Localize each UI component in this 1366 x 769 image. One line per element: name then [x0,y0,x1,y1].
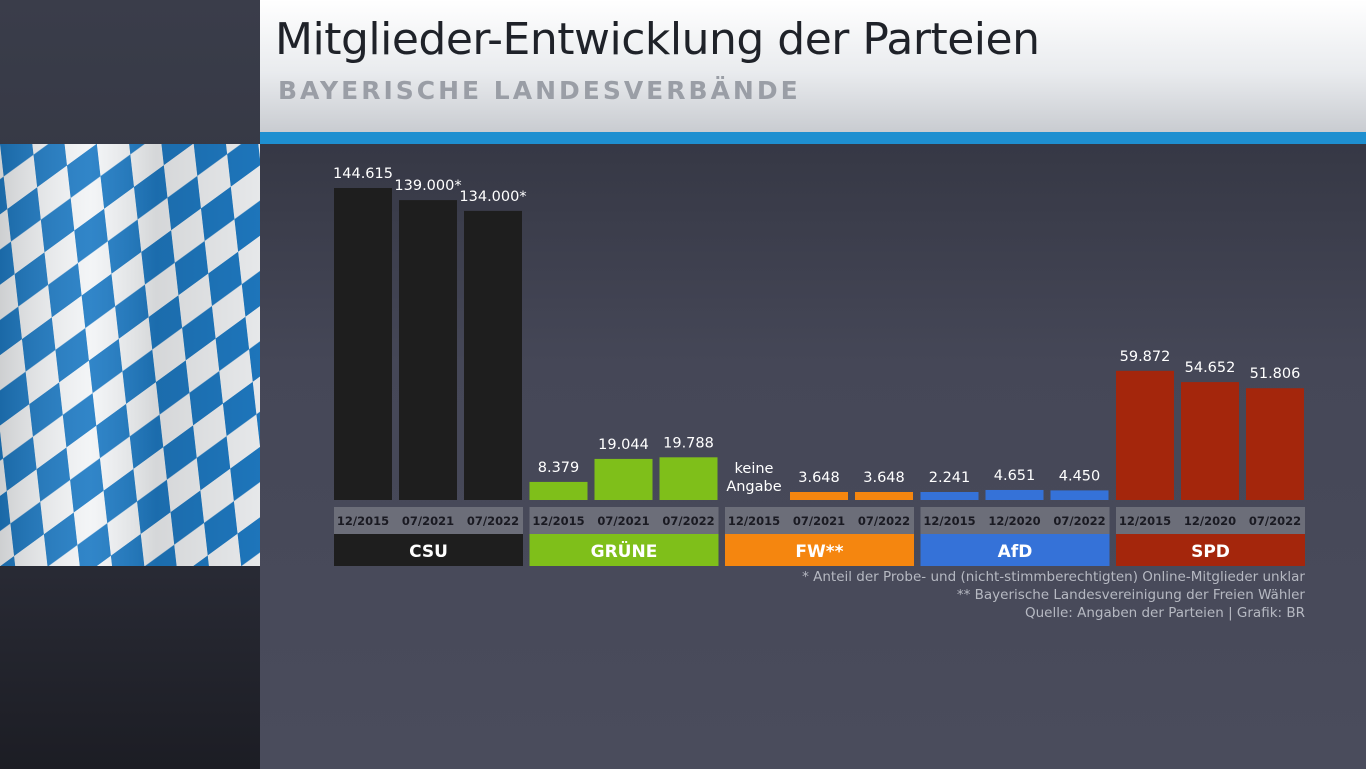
date-label: 07/2022 [858,514,910,528]
date-label: 12/2015 [337,514,389,528]
footnote-3: Quelle: Angaben der Parteien | Grafik: B… [1025,605,1305,621]
page-title: Mitglieder-Entwicklung der Parteien [275,14,1040,65]
bar [399,200,457,501]
footnote-1: * Anteil der Probe- und (nicht-stimmbere… [802,569,1305,585]
date-label: 12/2015 [532,514,584,528]
date-label: 12/2015 [728,514,780,528]
bar [1116,370,1174,500]
data-label: 19.044 [598,437,649,453]
date-label: 12/2015 [923,514,975,528]
date-label: 07/2022 [1249,514,1301,528]
data-label: 51.806 [1250,366,1301,382]
data-label: 3.648 [863,470,905,486]
party-band [1116,534,1305,566]
footnotes: * Anteil der Probe- und (nicht-stimmbere… [802,568,1305,622]
party-label: CSU [409,542,448,562]
bar [334,188,392,500]
date-band [529,507,719,534]
page-subtitle: BAYERISCHE LANDESVERBÄNDE [278,76,801,105]
date-label: 07/2022 [467,514,519,528]
data-label: keine [735,461,774,477]
date-label: 12/2015 [1119,514,1171,528]
data-label: 2.241 [929,470,971,486]
party-label: AfD [998,542,1033,562]
data-label: 144.615 [333,166,393,182]
data-label: Angabe [726,479,781,495]
data-label: 8.379 [538,460,580,476]
footnote-2: ** Bayerische Landesvereinigung der Frei… [956,587,1305,603]
data-label: 4.450 [1059,468,1101,484]
date-label: 07/2022 [1053,514,1105,528]
party-band [334,534,523,566]
bar [855,492,913,500]
data-label: 59.872 [1120,349,1171,365]
bar [464,210,522,500]
data-label: 54.652 [1185,360,1236,376]
party-band [529,534,719,566]
data-label: 19.788 [663,435,714,451]
bar [659,457,718,500]
bar [920,492,979,500]
date-label: 12/2020 [1184,514,1236,528]
bavarian-flag-image [0,144,260,566]
party-band [725,534,914,566]
party-label: GRÜNE [591,540,658,562]
header [260,0,1366,132]
bar [1246,388,1304,500]
party-label: FW** [795,542,843,562]
data-label: 139.000* [394,178,461,194]
date-label: 07/2022 [662,514,714,528]
data-label: 134.000* [459,189,526,205]
date-band [920,507,1110,534]
date-label: 07/2021 [597,514,649,528]
date-label: 12/2020 [988,514,1040,528]
bar [1050,490,1109,500]
bar [594,458,653,500]
party-label: SPD [1191,542,1230,562]
party-band [920,534,1110,566]
date-band [334,507,523,534]
bar [985,489,1044,500]
bar [529,481,588,500]
accent-line [260,132,1366,144]
bar [1181,382,1239,500]
data-label: 4.651 [994,468,1036,484]
date-band [1116,507,1305,534]
bar [790,492,848,500]
date-label: 07/2021 [402,514,454,528]
date-label: 07/2021 [793,514,845,528]
data-label: 3.648 [798,470,840,486]
date-band [725,507,914,534]
